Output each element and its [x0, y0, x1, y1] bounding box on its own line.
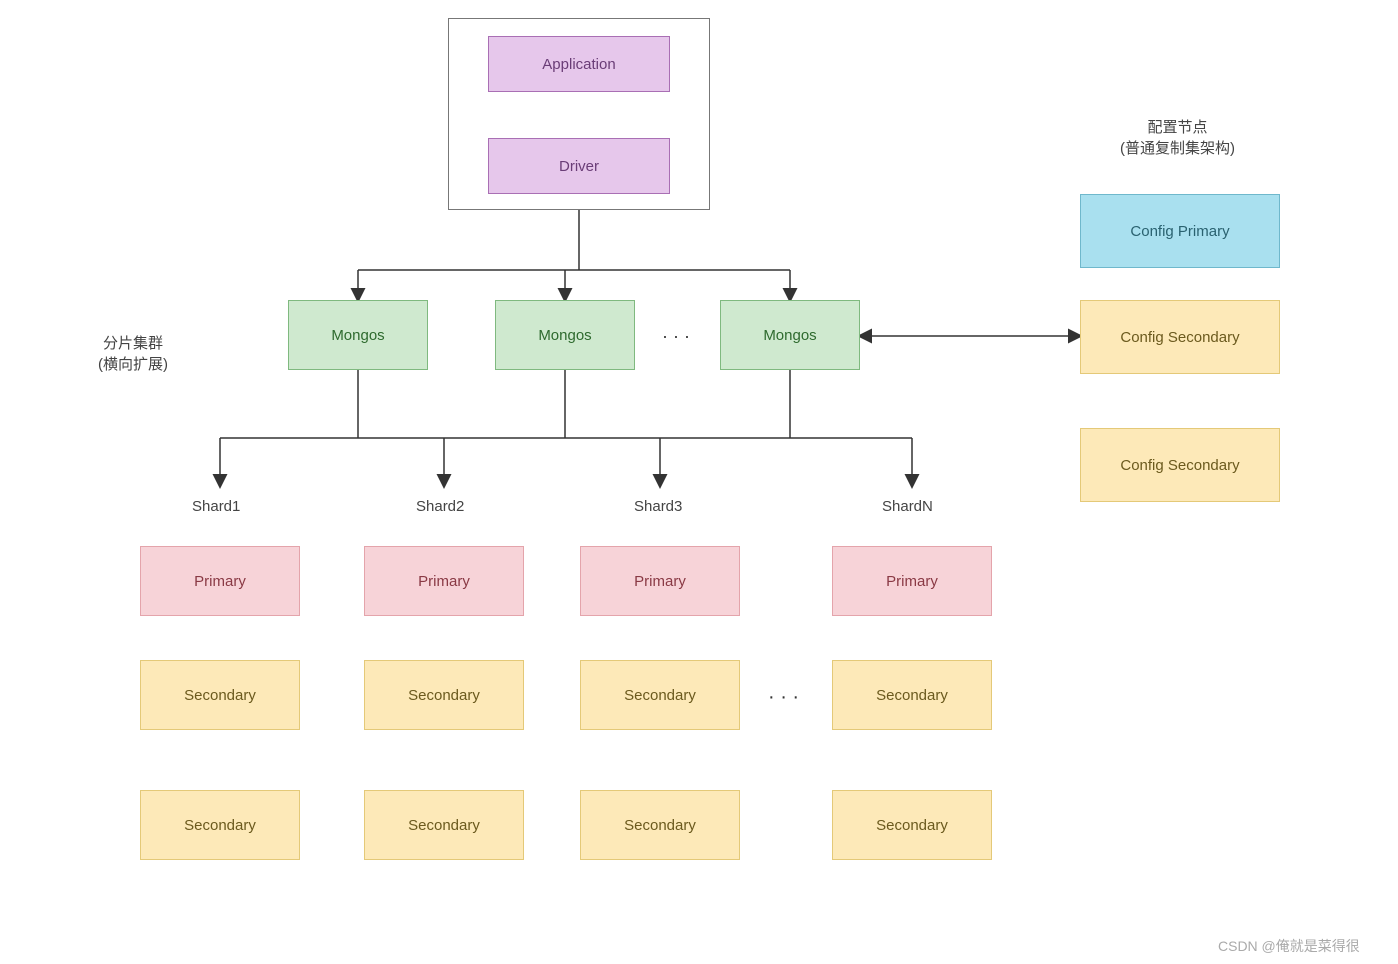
- shard-secondary-box: Secondary: [140, 660, 300, 730]
- shard-label: Shard2: [416, 498, 464, 515]
- shard-label: Shard1: [192, 498, 240, 515]
- config-box: Config Primary: [1080, 194, 1280, 268]
- shard-secondary-box: Secondary: [364, 790, 524, 860]
- mongos-box: Mongos: [495, 300, 635, 370]
- shard-cluster-caption-line2: (横向扩展): [98, 353, 168, 374]
- mongos-ellipsis: · · ·: [662, 326, 690, 347]
- shard-primary-box: Primary: [832, 546, 992, 616]
- mongos-box: Mongos: [720, 300, 860, 370]
- watermark-text: CSDN @俺就是菜得很: [1218, 936, 1360, 956]
- shard-secondary-box: Secondary: [832, 790, 992, 860]
- shard-ellipsis: · · ·: [768, 686, 799, 709]
- shard-label: ShardN: [882, 498, 933, 515]
- config-nodes-caption: 配置节点 (普通复制集架构): [1120, 116, 1235, 158]
- shard-label: Shard3: [634, 498, 682, 515]
- shard-primary-box: Primary: [580, 546, 740, 616]
- shard-secondary-box: Secondary: [140, 790, 300, 860]
- application-box: Application: [488, 36, 670, 92]
- config-box: Config Secondary: [1080, 300, 1280, 374]
- shard-cluster-caption: 分片集群 (横向扩展): [98, 332, 168, 374]
- shard-cluster-caption-line1: 分片集群: [98, 332, 168, 353]
- shard-secondary-box: Secondary: [364, 660, 524, 730]
- driver-box: Driver: [488, 138, 670, 194]
- mongos-box: Mongos: [288, 300, 428, 370]
- config-box: Config Secondary: [1080, 428, 1280, 502]
- shard-primary-box: Primary: [140, 546, 300, 616]
- diagram-canvas: Application Driver Mongos Mongos Mongos · …: [0, 0, 1398, 964]
- config-nodes-caption-line1: 配置节点: [1120, 116, 1235, 137]
- driver-label: Driver: [559, 158, 599, 175]
- shard-secondary-box: Secondary: [580, 660, 740, 730]
- shard-secondary-box: Secondary: [580, 790, 740, 860]
- shard-secondary-box: Secondary: [832, 660, 992, 730]
- shard-primary-box: Primary: [364, 546, 524, 616]
- application-label: Application: [542, 56, 615, 73]
- config-nodes-caption-line2: (普通复制集架构): [1120, 137, 1235, 158]
